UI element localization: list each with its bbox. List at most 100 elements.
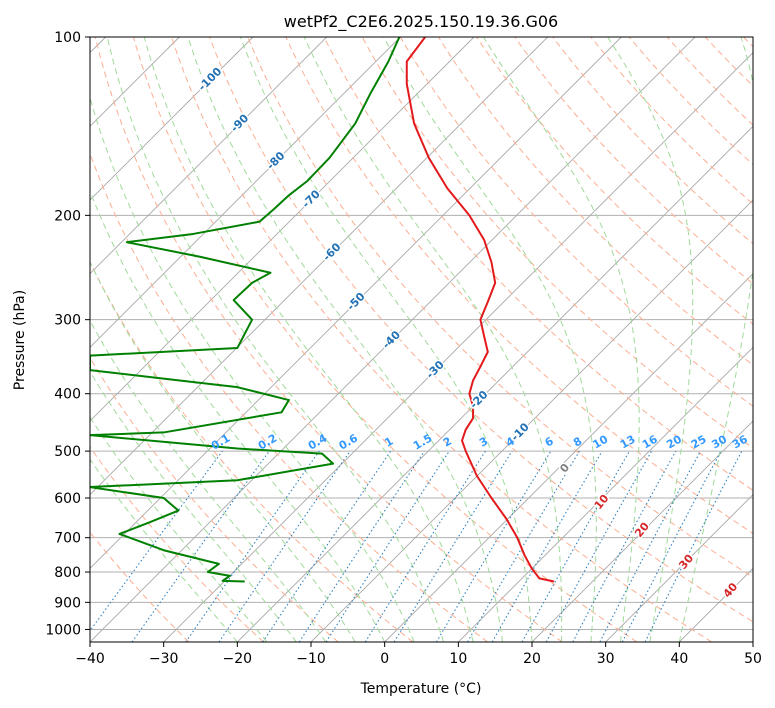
- isotherm-line: [679, 567, 753, 642]
- moist-adiabat-line: [106, 37, 445, 642]
- dry-adiabat-label: 10: [592, 492, 612, 512]
- mixing-ratio-label: 25: [689, 433, 709, 452]
- isotherm-label: -80: [264, 149, 287, 172]
- mixing-ratio-line: [599, 450, 702, 642]
- isotherm-line: [384, 273, 753, 642]
- dry-adiabat-line: [476, 37, 753, 325]
- isotherm-label: -90: [228, 111, 251, 134]
- mixing-ratio-line: [435, 450, 552, 642]
- dry-adiabat-line: [90, 446, 264, 642]
- isotherm-line: [90, 37, 622, 569]
- moist-adiabat-line: [90, 319, 327, 642]
- moist-adiabat-line: [303, 37, 563, 642]
- moist-adiabat-line: [90, 416, 268, 642]
- moist-adiabat-line: [90, 260, 356, 642]
- isotherm-line: [531, 420, 753, 642]
- moist-adiabat-line: [90, 458, 238, 642]
- y-tick-label: 500: [54, 444, 81, 460]
- mixing-ratio-label: 36: [730, 432, 750, 451]
- dry-adiabat-line: [90, 152, 488, 642]
- mixing-ratio-label: 0.4: [306, 431, 330, 452]
- x-tick-label: 0: [380, 651, 389, 667]
- y-tick-label: 800: [54, 565, 81, 581]
- moist-adiabat-line: [482, 37, 640, 642]
- y-tick-label: 700: [54, 531, 81, 547]
- chart-title: wetPf2_C2E6.2025.150.19.36.G06: [284, 12, 558, 32]
- moist-adiabat-line: [678, 37, 753, 642]
- dewpoint-profile: [90, 37, 401, 583]
- y-tick-label: 100: [54, 30, 81, 46]
- moist-adiabat-line: [383, 37, 597, 642]
- dry-adiabat-line: [628, 37, 753, 166]
- mixing-ratio-label: 16: [640, 432, 660, 451]
- isotherm-line: [90, 37, 327, 275]
- dry-adiabat-line: [209, 37, 753, 623]
- x-tick-label: 40: [670, 651, 688, 667]
- x-tick-label: −20: [223, 651, 253, 667]
- mixing-ratio-line: [491, 450, 603, 642]
- dry-adiabat-line: [438, 37, 753, 366]
- mixing-ratio-label: 1.5: [411, 432, 434, 453]
- isotherm-line: [90, 37, 696, 642]
- mixing-ratio-label: 2: [441, 435, 454, 450]
- x-tick-label: −10: [296, 651, 326, 667]
- mixing-ratio-line: [131, 450, 270, 642]
- dry-adiabat-line: [90, 531, 190, 642]
- mixing-ratio-line: [545, 450, 653, 642]
- y-tick-label: 1000: [45, 622, 81, 638]
- mixing-ratio-line: [262, 450, 392, 642]
- dry-adiabat-line: [361, 37, 753, 449]
- background-lines: [90, 37, 753, 642]
- dry-adiabat-line: [743, 37, 753, 48]
- dry-adiabat-line: [399, 37, 753, 407]
- mixing-ratio-line: [467, 450, 580, 642]
- y-axis-title: Pressure (hPa): [12, 290, 28, 390]
- moist-adiabat-line: [90, 96, 415, 642]
- isotherm-label: -70: [300, 187, 323, 210]
- isotherm-label: -50: [344, 290, 367, 313]
- x-tick-label: 10: [449, 651, 467, 667]
- mixing-ratio-label: 8: [571, 435, 584, 450]
- isotherm-line: [163, 52, 753, 642]
- mixing-ratio-label: 1: [382, 435, 395, 450]
- mixing-ratio-label: 0.1: [209, 432, 232, 453]
- dry-adiabat-line: [666, 37, 753, 126]
- plot-frame: [89, 36, 754, 643]
- y-tick-label: 300: [54, 313, 81, 329]
- mixing-ratio-label: 3: [477, 435, 490, 450]
- isotherm-label: -30: [424, 358, 447, 381]
- mixing-ratio-label: 30: [709, 432, 729, 451]
- dry-adiabat-label: 20: [632, 520, 652, 540]
- isotherm-line: [90, 37, 254, 201]
- mixing-ratio-line: [364, 450, 486, 642]
- mixing-ratio-line: [325, 450, 450, 642]
- y-tick-label: 600: [54, 491, 81, 507]
- isotherm-line: [237, 125, 753, 642]
- isotherm-label: -100: [196, 65, 225, 94]
- isotherm-label: -40: [380, 328, 403, 351]
- dry-adiabat-line: [90, 260, 414, 642]
- profile-lines: [90, 37, 555, 583]
- axes: −40 −30 −20 −10 0 10 20 30 40 5010020030040050060…: [45, 30, 762, 667]
- mixing-ratio-line: [218, 450, 351, 642]
- dry-adiabat-line: [247, 37, 753, 578]
- x-tick-label: −30: [149, 651, 179, 667]
- moist-adiabat-line: [90, 370, 297, 642]
- dry-adiabat-line: [323, 37, 753, 491]
- isotherm-line: [605, 494, 753, 642]
- dry-adiabat-line: [552, 37, 753, 245]
- x-axis-title: Temperature (°C): [360, 681, 482, 697]
- mixing-ratio-line: [572, 450, 677, 642]
- mixing-ratio-label: 10: [591, 432, 611, 451]
- y-tick-label: 900: [54, 595, 81, 611]
- moist-adiabat-line: [239, 37, 533, 642]
- mixing-ratio-label: 6: [543, 434, 556, 449]
- isotherm-line: [458, 346, 753, 642]
- mixing-ratio-line: [185, 450, 320, 642]
- isotherm-line: [310, 199, 753, 642]
- dry-adiabat-line: [171, 37, 713, 642]
- dry-adiabat-line: [590, 37, 753, 205]
- moist-adiabat-line: [607, 37, 694, 642]
- dry-adiabat-label: 0: [557, 461, 572, 475]
